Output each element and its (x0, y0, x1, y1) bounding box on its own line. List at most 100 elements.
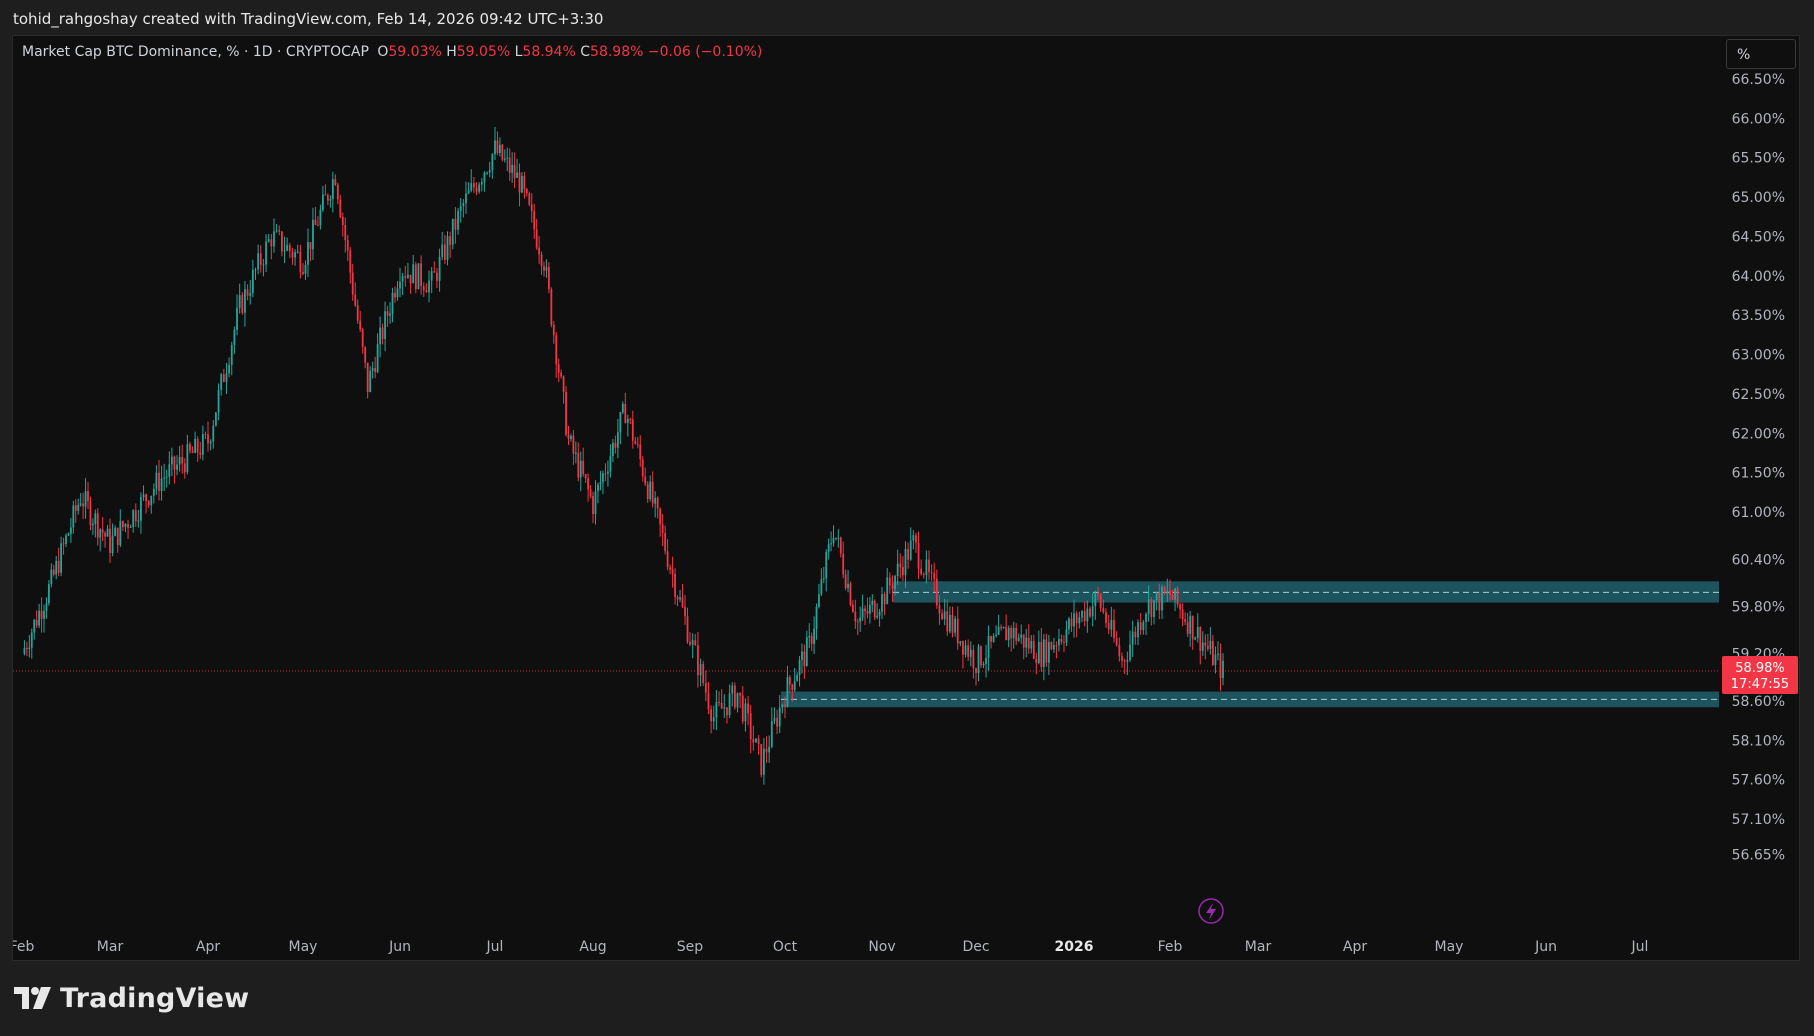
candle-body (1115, 638, 1118, 645)
candle-body (805, 637, 808, 667)
candle-body (1176, 588, 1179, 605)
candle-body (1052, 645, 1055, 650)
candle-body (486, 172, 488, 174)
candle-body (91, 523, 94, 526)
candle-body (894, 576, 896, 589)
candle-body (521, 175, 523, 193)
candle-body (528, 193, 531, 205)
candle-body (1161, 586, 1163, 611)
unit-selector[interactable]: % (1726, 39, 1796, 69)
candle-body (1032, 641, 1035, 659)
candle-body (270, 239, 273, 247)
candle-body (1212, 640, 1214, 665)
candle-body (861, 608, 864, 618)
candle-body (990, 636, 992, 642)
candle-body (891, 585, 894, 589)
candlestick-chart[interactable]: 66.50% 66.00% 65.50% 65.00% 64.50% 64.00% 63.5… (13, 36, 1801, 962)
candle-body (825, 551, 828, 579)
candle-body (467, 190, 470, 194)
lightning-icon[interactable] (1198, 898, 1224, 924)
candle-body (1219, 653, 1222, 678)
candle-body (326, 195, 329, 201)
candle-body (676, 597, 679, 600)
tradingview-logo[interactable]: TradingView (14, 980, 249, 1016)
candle-body (1058, 639, 1060, 646)
candle-body (599, 482, 602, 485)
candle-body (275, 230, 278, 232)
candle-body (715, 702, 718, 718)
candle-body (1139, 622, 1142, 631)
candle-body (560, 372, 563, 377)
candle-body (552, 324, 555, 336)
candle-body (462, 203, 465, 206)
x-tick-label: May (1435, 939, 1464, 955)
candle-body (602, 473, 604, 483)
candle-body (28, 647, 31, 649)
candle-body (626, 418, 629, 424)
candle-body (535, 229, 538, 248)
x-tick-label: Apr (196, 939, 220, 955)
candle-body (686, 616, 689, 642)
y-tick-label: 59.80% (1732, 599, 1785, 615)
candle-body (30, 632, 33, 648)
candle-body (813, 628, 815, 644)
candle-body (99, 529, 102, 538)
candle-body (215, 412, 217, 426)
candle-body (773, 717, 776, 721)
candle-body (1055, 645, 1058, 647)
candle-body (1040, 642, 1043, 667)
candle-body (25, 648, 28, 650)
candle-body (414, 264, 417, 290)
candle-body (369, 370, 372, 393)
candle-body (689, 641, 691, 645)
candle-body (140, 497, 142, 521)
candle-body (329, 199, 332, 201)
candle-body (933, 573, 936, 579)
candle-body (349, 250, 352, 273)
current-price-label: 58.98% (1735, 661, 1785, 676)
candle-body (901, 567, 904, 576)
candle-body (1155, 592, 1158, 601)
symbol-name[interactable]: Market Cap BTC Dominance, % · 1D · CRYPT… (22, 44, 369, 60)
candle-body (165, 476, 168, 478)
candle-body (401, 276, 404, 282)
change-value: −0.06 (−0.10%) (647, 44, 763, 60)
candle-body (394, 292, 396, 298)
candle-body (101, 529, 104, 533)
candle-body (1150, 599, 1153, 617)
candle-body (321, 194, 324, 210)
candle-body (511, 164, 514, 173)
candle-body (844, 574, 847, 589)
candle-body (972, 649, 975, 669)
candle-body (770, 720, 773, 747)
candle-body (718, 702, 720, 704)
candle-body (259, 253, 262, 265)
candle-body (409, 274, 412, 284)
candle-body (592, 495, 594, 515)
y-tick-label: 65.50% (1732, 151, 1785, 167)
candle-body (1022, 634, 1025, 648)
candle-body (201, 434, 204, 455)
candle-body (768, 746, 771, 753)
candle-body (443, 244, 446, 260)
candle-body (1129, 644, 1131, 660)
candle-body (359, 320, 362, 330)
candle-body (72, 505, 75, 528)
candle-body (956, 618, 959, 644)
candle-body (376, 344, 379, 373)
chart-area[interactable]: 66.50% 66.00% 65.50% 65.00% 64.50% 64.00% 63.5… (12, 35, 1800, 961)
low-value: 58.94% (522, 44, 576, 60)
y-tick-label: 63.00% (1732, 348, 1785, 364)
candle-body (339, 199, 342, 217)
candle-body (1068, 618, 1070, 630)
candle-body (109, 528, 111, 554)
candle-body (951, 614, 954, 633)
x-tick-label: Jul (486, 939, 504, 955)
candle-body (796, 675, 799, 682)
x-tick-label: Dec (962, 939, 989, 955)
candle-body (997, 626, 1000, 635)
candle-body (839, 537, 842, 554)
candle-body (781, 704, 784, 708)
candle-body (254, 269, 257, 271)
candle-body (866, 611, 869, 614)
